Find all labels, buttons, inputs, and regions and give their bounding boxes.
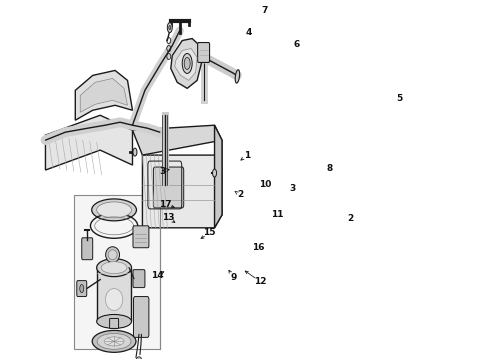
Text: 2: 2 (347, 214, 353, 223)
FancyBboxPatch shape (77, 280, 87, 297)
Circle shape (182, 54, 192, 73)
Circle shape (167, 23, 172, 32)
Polygon shape (215, 125, 222, 228)
Polygon shape (175, 49, 197, 80)
Polygon shape (46, 115, 132, 170)
Ellipse shape (97, 259, 131, 276)
Text: 4: 4 (245, 28, 251, 37)
FancyBboxPatch shape (133, 270, 145, 288)
Ellipse shape (136, 357, 142, 360)
Circle shape (169, 26, 171, 30)
Circle shape (213, 169, 217, 177)
Text: 3: 3 (160, 167, 166, 176)
Polygon shape (75, 71, 132, 120)
Text: 16: 16 (252, 243, 265, 252)
Polygon shape (171, 39, 202, 88)
Ellipse shape (235, 70, 240, 83)
Polygon shape (132, 125, 222, 155)
Circle shape (80, 285, 84, 293)
Text: 1: 1 (244, 150, 250, 159)
Ellipse shape (104, 337, 124, 346)
Polygon shape (143, 140, 222, 228)
Ellipse shape (97, 202, 131, 218)
Ellipse shape (105, 289, 123, 310)
Ellipse shape (108, 250, 117, 260)
Polygon shape (80, 78, 127, 112)
Text: 13: 13 (162, 213, 174, 222)
FancyBboxPatch shape (133, 297, 149, 337)
Text: 7: 7 (262, 6, 268, 15)
Text: 17: 17 (159, 201, 172, 210)
Text: 5: 5 (396, 94, 403, 103)
Ellipse shape (106, 247, 120, 263)
Ellipse shape (92, 199, 136, 221)
FancyBboxPatch shape (82, 238, 93, 260)
Text: 11: 11 (271, 210, 284, 219)
Text: 3: 3 (290, 184, 296, 193)
Text: 14: 14 (151, 271, 164, 280)
Text: 8: 8 (327, 163, 333, 172)
Polygon shape (97, 268, 131, 321)
FancyBboxPatch shape (133, 226, 149, 248)
Text: 2: 2 (237, 190, 243, 199)
FancyBboxPatch shape (110, 319, 119, 328)
Circle shape (184, 58, 190, 69)
Ellipse shape (92, 330, 136, 352)
Text: 6: 6 (294, 40, 300, 49)
Text: 12: 12 (254, 277, 267, 286)
Text: 9: 9 (230, 273, 237, 282)
Text: 15: 15 (203, 228, 216, 237)
Ellipse shape (97, 333, 131, 349)
Polygon shape (74, 195, 160, 349)
FancyBboxPatch shape (153, 167, 184, 208)
Ellipse shape (97, 315, 131, 328)
Ellipse shape (101, 262, 127, 274)
FancyBboxPatch shape (197, 42, 210, 62)
Circle shape (133, 148, 137, 156)
Text: 10: 10 (259, 180, 271, 189)
